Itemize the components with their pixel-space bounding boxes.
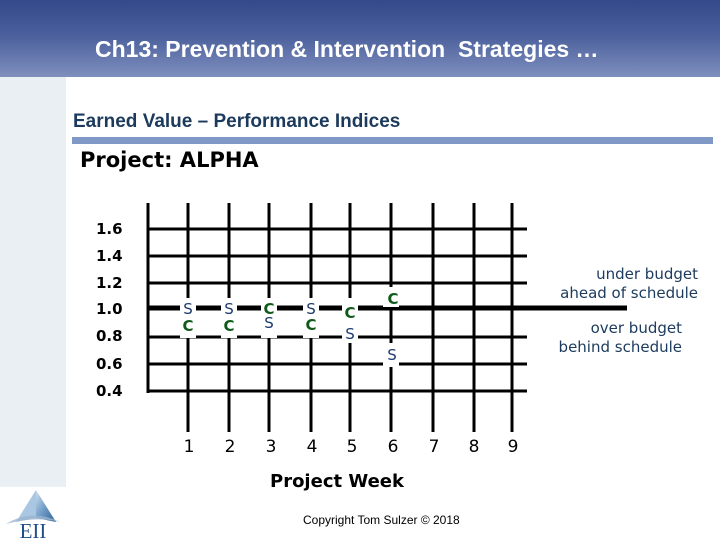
svg-text:EII: EII [20, 519, 47, 540]
spi-marker-week-1: S [183, 300, 193, 318]
x-tick-label: 2 [224, 437, 236, 457]
y-tick-label: 0.4 [96, 382, 123, 400]
y-tick-label: 1.4 [96, 247, 123, 265]
y-tick-label: 1.2 [96, 274, 123, 292]
cpi-marker-week-4: C [305, 316, 316, 334]
x-tick-label: 4 [306, 437, 318, 457]
cpi-marker-week-5: C [344, 304, 355, 322]
slide-header: Ch13: Prevention & Intervention Strategi… [0, 0, 720, 77]
x-tick-label: 7 [428, 437, 440, 457]
spi-marker-week-6: S [387, 346, 397, 364]
x-tick-label: 3 [265, 437, 277, 457]
copyright-text: Copyright Tom Sulzer © 2018 [303, 513, 460, 527]
y-tick-label: 1.6 [96, 220, 123, 238]
left-sidebar-panel [0, 77, 66, 487]
y-tick-label: 0.6 [96, 355, 123, 373]
cpi-marker-week-1: C [182, 317, 193, 335]
x-tick-label: 8 [468, 437, 480, 457]
annotation-line: behind schedule [558, 338, 682, 356]
annotation-line: over budget [590, 319, 682, 337]
x-tick-label: 9 [507, 437, 519, 457]
spi-marker-week-5: S [345, 325, 355, 343]
annotation-above-line: under budget ahead of schedule [530, 265, 698, 303]
annotation-line: under budget [596, 265, 698, 283]
cpi-marker-week-3: C [263, 300, 274, 318]
eii-logo-icon: EII [6, 490, 60, 540]
cpi-marker-week-2: C [223, 317, 234, 335]
x-tick-label: 6 [387, 437, 399, 457]
annotation-line: ahead of schedule [560, 284, 698, 302]
spi-marker-week-4: S [306, 300, 316, 318]
y-tick-label: 1.0 [96, 300, 123, 318]
y-tick-label: 0.8 [96, 327, 123, 345]
subtitle-divider [72, 137, 713, 144]
annotation-below-line: over budget behind schedule [530, 319, 682, 357]
slide-title: Ch13: Prevention & Intervention Strategi… [95, 36, 599, 62]
cpi-marker-week-6: C [387, 290, 398, 308]
chart-title: Project: ALPHA [80, 148, 259, 172]
x-tick-label: 5 [346, 437, 358, 457]
spi-marker-week-3: S [264, 314, 274, 332]
spi-marker-week-2: S [224, 300, 234, 318]
x-axis-label: Project Week [270, 471, 404, 492]
section-subtitle: Earned Value – Performance Indices [73, 111, 401, 132]
x-tick-label: 1 [183, 437, 195, 457]
